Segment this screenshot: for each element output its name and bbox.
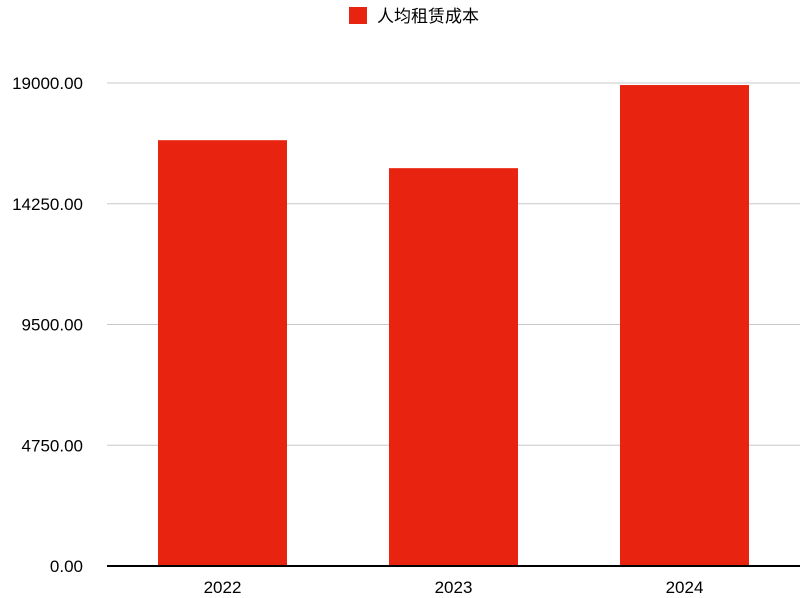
- y-tick-label: 9500.00: [22, 316, 83, 335]
- y-tick-label: 19000.00: [12, 74, 83, 93]
- x-tick-label: 2022: [204, 578, 242, 597]
- legend-swatch: [349, 7, 367, 24]
- y-tick-label: 14250.00: [12, 195, 83, 214]
- y-tick-label: 4750.00: [22, 436, 83, 455]
- bar-2024: [620, 85, 749, 566]
- x-tick-label: 2023: [435, 578, 473, 597]
- y-tick-label: 0.00: [50, 557, 83, 576]
- bar-2022: [158, 140, 287, 566]
- x-tick-label: 2024: [666, 578, 704, 597]
- legend-label: 人均租赁成本: [377, 7, 479, 26]
- bar-2023: [389, 168, 518, 566]
